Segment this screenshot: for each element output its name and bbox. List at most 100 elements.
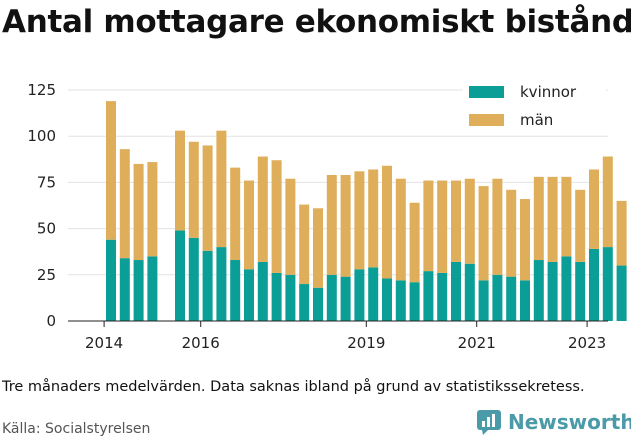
bar-kvinnor (423, 271, 434, 321)
bar-marks (106, 101, 627, 321)
legend-swatch-kvinnor (469, 86, 504, 98)
bar-man (354, 171, 365, 270)
x-tick-label: 2023 (568, 334, 606, 352)
y-tick-label: 75 (37, 173, 56, 191)
bar-kvinnor (257, 261, 268, 321)
bar-kvinnor (188, 237, 199, 321)
bar-kvinnor (326, 274, 337, 321)
bar-kvinnor (589, 248, 599, 321)
brand-name: Newsworthy (508, 410, 631, 434)
bar-kvinnor (119, 258, 130, 321)
bar-man (202, 145, 213, 251)
bar-man (395, 178, 406, 281)
brand-logo: Newsworthy (476, 409, 631, 435)
bar-kvinnor (437, 272, 448, 321)
source-credit: Källa: Socialstyrelsen (2, 421, 151, 437)
bar-man (602, 156, 613, 248)
bar-man (313, 208, 323, 288)
bar-kvinnor (354, 269, 365, 321)
bar-kvinnor (602, 247, 613, 321)
bar-man (119, 149, 130, 259)
bar-kvinnor (271, 272, 282, 321)
bar-man (340, 175, 351, 277)
y-tick-label: 125 (27, 81, 56, 99)
bar-man (368, 169, 379, 268)
chart-note: Tre månaders medelvärden. Data saknas ib… (2, 379, 585, 395)
bar-kvinnor (382, 278, 392, 321)
bar-kvinnor (561, 256, 572, 321)
bar-man (547, 176, 558, 262)
axes: 0 25 50 75 100 125 2014 2016 2019 2021 2023 (27, 81, 608, 352)
bar-kvinnor (395, 280, 406, 321)
chart-title: Antal mottagare ekonomiskt bistånd (2, 4, 631, 40)
bar-man (175, 130, 185, 231)
bar-man (616, 200, 627, 266)
legend-swatch-man (469, 114, 504, 126)
bar-kvinnor (244, 269, 254, 321)
bar-kvinnor (202, 250, 213, 321)
bar-man (230, 167, 241, 261)
y-tick-label: 100 (27, 127, 56, 145)
bar-kvinnor (368, 267, 379, 321)
bar-man (589, 169, 599, 249)
bar-kvinnor (506, 276, 517, 321)
bar-man (147, 162, 158, 257)
x-tick-label: 2016 (182, 334, 220, 352)
legend: kvinnor män (463, 75, 606, 133)
bar-kvinnor (230, 260, 241, 321)
x-tick-label: 2019 (347, 334, 385, 352)
bar-kvinnor (340, 276, 351, 321)
y-tick-label: 0 (46, 312, 56, 330)
bar-kvinnor (299, 284, 310, 321)
bar-kvinnor (175, 230, 185, 321)
bar-kvinnor (147, 256, 158, 321)
bar-man (106, 101, 116, 240)
y-tick-label: 25 (37, 266, 56, 284)
legend-label-man: män (520, 111, 553, 129)
x-tick-label: 2021 (458, 334, 496, 352)
bar-man (478, 186, 489, 281)
bar-kvinnor (133, 260, 144, 321)
bar-kvinnor (520, 280, 530, 321)
bar-kvinnor (492, 274, 503, 321)
bar-man (409, 202, 420, 283)
bar-man (492, 178, 503, 275)
bar-man (506, 189, 517, 277)
newsworthy-logo-icon (477, 410, 501, 435)
bar-man (216, 130, 227, 248)
bar-man (257, 156, 268, 262)
bar-kvinnor (533, 260, 544, 321)
bar-man (244, 180, 254, 270)
bar-kvinnor (575, 261, 586, 321)
bar-kvinnor (464, 263, 475, 321)
bar-man (133, 163, 144, 261)
bar-man (188, 141, 199, 238)
bar-man (437, 180, 448, 273)
stacked-bar-chart: 0 25 50 75 100 125 2014 2016 2019 2021 2023 kvinno… (27, 75, 627, 352)
bar-man (299, 204, 310, 285)
bar-man (423, 180, 434, 272)
bar-man (382, 165, 392, 279)
bar-kvinnor (216, 247, 227, 321)
x-tick-label: 2014 (85, 334, 123, 352)
bar-man (326, 175, 337, 275)
bar-kvinnor (409, 282, 420, 321)
bar-man (451, 180, 461, 262)
bar-man (533, 176, 544, 261)
y-tick-label: 50 (37, 220, 56, 238)
legend-label-kvinnor: kvinnor (520, 83, 577, 101)
bar-kvinnor (451, 261, 461, 321)
bar-kvinnor (616, 265, 627, 321)
bar-man (285, 178, 296, 275)
bar-man (271, 160, 282, 273)
bar-man (520, 199, 530, 281)
bar-man (464, 178, 475, 264)
bar-man (561, 176, 572, 257)
bar-kvinnor (285, 274, 296, 321)
bar-kvinnor (106, 239, 116, 321)
bar-kvinnor (547, 261, 558, 321)
gridlines (68, 89, 608, 276)
bar-kvinnor (313, 287, 323, 321)
bar-kvinnor (478, 280, 489, 321)
bar-man (575, 189, 586, 262)
